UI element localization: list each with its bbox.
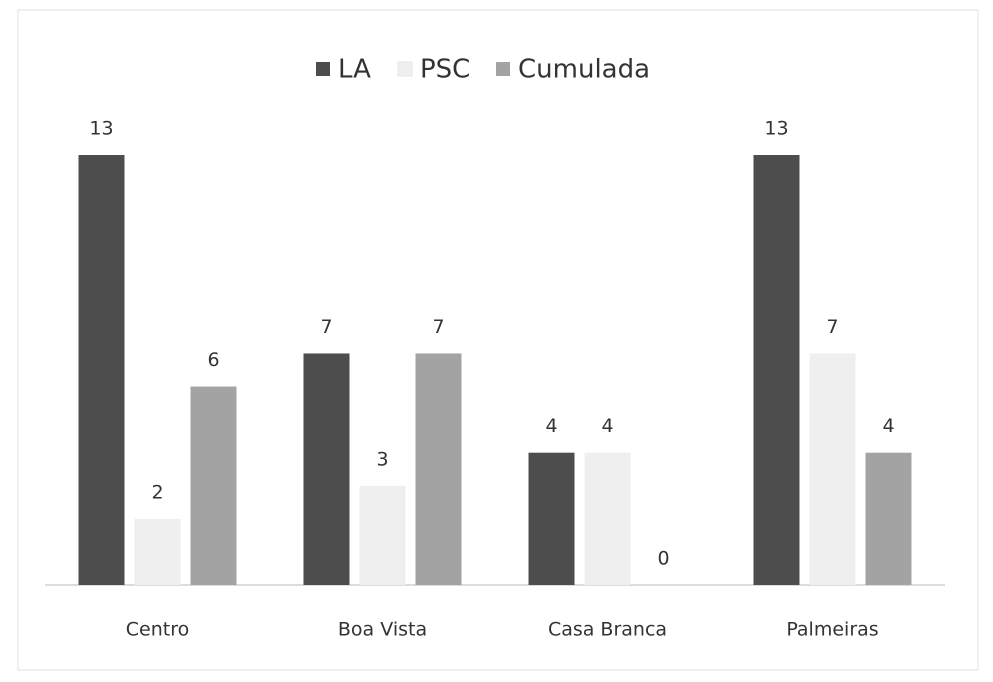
legend-swatch bbox=[316, 62, 330, 76]
x-tick-label: Casa Branca bbox=[548, 619, 667, 641]
bar bbox=[78, 155, 125, 585]
bar bbox=[415, 353, 462, 585]
data-label: 7 bbox=[432, 316, 444, 338]
legend-swatch bbox=[496, 62, 510, 76]
data-label: 13 bbox=[764, 118, 788, 140]
data-label: 7 bbox=[320, 316, 332, 338]
legend-label: Cumulada bbox=[518, 55, 650, 85]
bar bbox=[359, 485, 406, 585]
bar bbox=[190, 386, 237, 585]
x-tick-label: Centro bbox=[126, 619, 189, 641]
data-label: 4 bbox=[601, 415, 613, 437]
data-label: 4 bbox=[882, 415, 894, 437]
legend-label: PSC bbox=[420, 55, 470, 85]
bar bbox=[303, 353, 350, 585]
x-tick-label: Boa Vista bbox=[338, 619, 427, 641]
bar bbox=[865, 452, 912, 585]
legend-swatch bbox=[397, 61, 413, 77]
data-label: 0 bbox=[657, 548, 669, 570]
bar bbox=[753, 155, 800, 585]
data-label: 3 bbox=[376, 448, 388, 470]
bar bbox=[584, 452, 631, 585]
data-label: 13 bbox=[89, 118, 113, 140]
bar bbox=[809, 353, 856, 585]
legend-label: LA bbox=[338, 55, 371, 85]
data-label: 7 bbox=[826, 316, 838, 338]
bar bbox=[528, 452, 575, 585]
data-label: 6 bbox=[207, 349, 219, 371]
data-label: 2 bbox=[151, 481, 163, 503]
data-label: 4 bbox=[545, 415, 557, 437]
x-tick-label: Palmeiras bbox=[786, 619, 878, 641]
bar bbox=[134, 518, 181, 585]
